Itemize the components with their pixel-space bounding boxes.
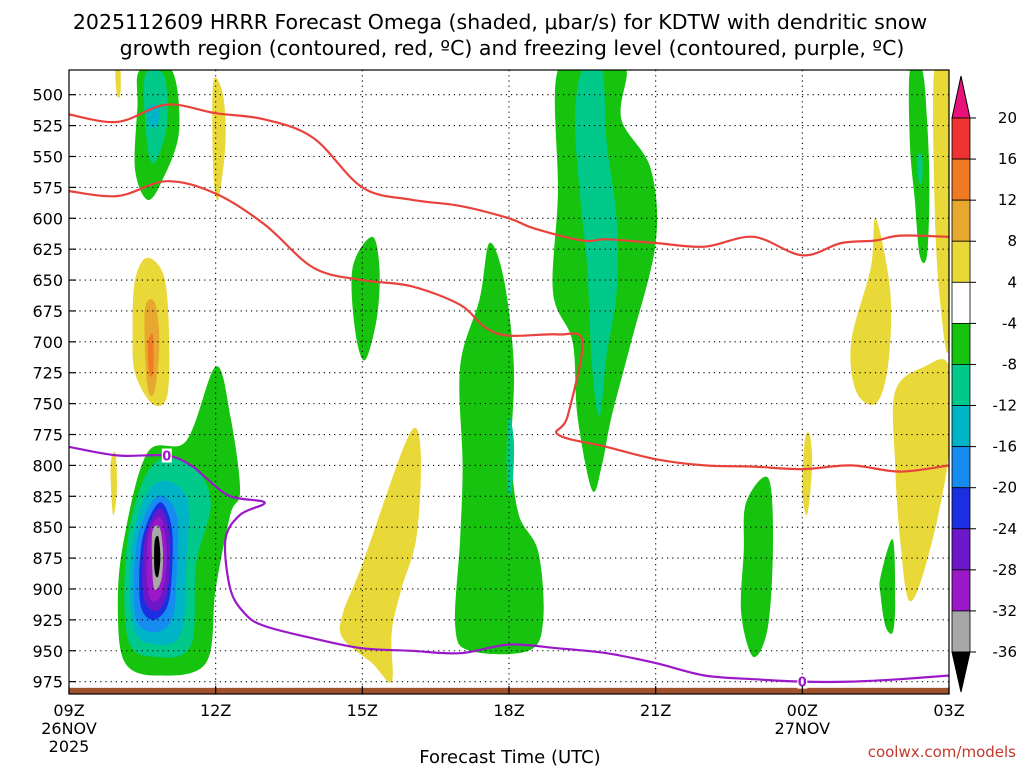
title: 2025112609 HRRR Forecast Omega (shaded, … (73, 10, 927, 60)
colorbar-segment-9 (951, 487, 971, 530)
x-tick-label-12Z: 12Z (200, 701, 231, 720)
dgz-top-12C (69, 103, 949, 257)
x-tick-label-15Z: 15Z (347, 701, 378, 720)
freezing-label-1: 0 (798, 676, 807, 691)
freezing-label-0: 0 (162, 450, 171, 465)
y-tick-label-950: 950 (32, 642, 63, 661)
colorbar-segment-3 (951, 240, 971, 283)
x-tick-sublabel-00Z-0: 27NOV (775, 719, 831, 738)
omega-region-lift-0230z-core (917, 153, 923, 185)
title-line-1: 2025112609 HRRR Forecast Omega (shaded, … (73, 10, 927, 34)
y-tick-label-575: 575 (32, 178, 63, 197)
omega-region-lift-20z-column-08 (574, 70, 618, 417)
omega-region-lift-2330-low (740, 476, 773, 658)
colorbar-segment-11 (951, 569, 971, 612)
y-tick-label-825: 825 (32, 487, 63, 506)
colorbar-top-triangle (951, 75, 971, 119)
omega-shading (110, 70, 949, 683)
plot-area: 00 (68, 69, 950, 695)
x-tick-sublabel-09Z-0: 26NOV (41, 719, 97, 738)
colorbar-label-3: 8 (1007, 232, 1017, 250)
colorbar-segment-1 (951, 158, 971, 201)
dgz-contours (69, 103, 949, 473)
y-tick-label-800: 800 (32, 456, 63, 475)
colorbar-segment-12 (951, 610, 971, 653)
omega-region-lift-15z-mid (351, 236, 380, 361)
y-tick-label-650: 650 (32, 271, 63, 290)
colorbar-label-6: -8 (1002, 355, 1017, 373)
y-axis: 500 525 550 575 600 625 650 675 700 725 750 775 800 8… (32, 86, 76, 692)
colorbar-label-13: -36 (993, 643, 1018, 661)
credit-text: coolwx.com/models (868, 743, 1016, 761)
colorbar-segment-6 (951, 364, 971, 406)
omega-region-lift-0930-mid (454, 242, 544, 655)
omega-region-sink-0230z-low (892, 359, 949, 602)
dgz-bottom-18C (69, 180, 949, 473)
colorbar-label-9: -20 (993, 479, 1018, 497)
x-tick-label-18Z: 18Z (493, 701, 524, 720)
omega-region-weak-sink-top-left (115, 70, 121, 98)
y-tick-label-975: 975 (32, 673, 63, 692)
colorbar-label-12: -32 (993, 602, 1018, 620)
omega-region-sink-1630z-low (339, 427, 421, 683)
colorbar-segment-4 (951, 281, 971, 324)
x-axis-title: Forecast Time (UTC) (419, 747, 600, 768)
y-tick-label-550: 550 (32, 147, 63, 166)
y-tick-label-500: 500 (32, 86, 63, 105)
colorbar-label-0: 20 (998, 109, 1017, 127)
y-tick-label-525: 525 (32, 117, 63, 136)
colorbar-label-10: -24 (993, 520, 1018, 538)
freezing-level-0C (69, 445, 949, 684)
y-tick-label-700: 700 (32, 333, 63, 352)
colorbar-segment-5 (951, 322, 971, 365)
x-tick-label-09Z: 09Z (53, 701, 84, 720)
colorbar-label-1: 16 (998, 150, 1017, 168)
y-tick-label-850: 850 (32, 518, 63, 537)
y-tick-label-725: 725 (32, 364, 63, 383)
y-tick-label-675: 675 (32, 302, 63, 321)
omega-region-lift-0130z-low (879, 539, 896, 634)
colorbar: 20 16 12 8 4 -4 -8 -12 -16 -20 -24 -28 -32 -36 (951, 75, 1018, 693)
colorbar-segment-7 (951, 405, 971, 448)
x-tick-label-21Z: 21Z (640, 701, 671, 720)
colorbar-bottom-triangle (951, 651, 971, 693)
colorbar-label-7: -12 (993, 397, 1018, 415)
colorbar-segment-2 (951, 199, 971, 242)
freezing-level-contour: 00 (69, 445, 949, 691)
x-tick-label-03Z: 03Z (933, 701, 964, 720)
y-tick-label-925: 925 (32, 611, 63, 630)
y-tick-label-900: 900 (32, 580, 63, 599)
grid (69, 70, 949, 694)
x-tick-label-00Z: 00Z (787, 701, 818, 720)
y-tick-label-875: 875 (32, 549, 63, 568)
freezing-label-bg-0 (161, 448, 172, 463)
omega-region-sink-0030z-small (802, 432, 813, 516)
omega-region-sinking-core-center (147, 333, 154, 377)
y-tick-label-750: 750 (32, 395, 63, 414)
y-tick-label-775: 775 (32, 426, 63, 445)
colorbar-segment-0 (951, 117, 971, 160)
omega-region-sink-right-edge-top (933, 70, 949, 354)
colorbar-label-8: -16 (993, 438, 1018, 456)
colorbar-label-4: 4 (1007, 273, 1017, 291)
x-tick-sublabel-09Z-1: 2025 (49, 737, 90, 756)
omega-region-sink-0930-left (110, 451, 118, 516)
colorbar-label-11: -28 (993, 561, 1018, 579)
y-tick-label-600: 600 (32, 209, 63, 228)
colorbar-label-5: -4 (1002, 314, 1017, 332)
colorbar-label-2: 12 (998, 191, 1017, 209)
y-tick-label-625: 625 (32, 240, 63, 259)
omega-region-low-level-lift-36 (154, 535, 161, 578)
freezing-label-bg-1 (797, 674, 808, 689)
title-line-2: growth region (contoured, red, ºC) and f… (120, 36, 905, 60)
colorbar-segment-10 (951, 528, 971, 571)
colorbar-segment-8 (951, 446, 971, 489)
